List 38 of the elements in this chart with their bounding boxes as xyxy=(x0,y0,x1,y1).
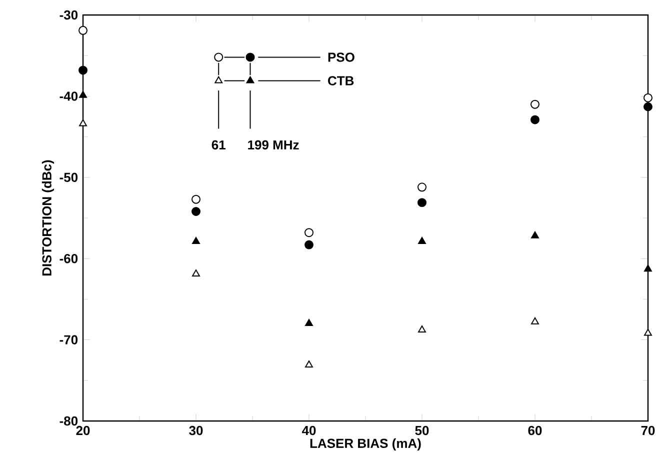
point xyxy=(531,231,539,238)
x-tick-label: 60 xyxy=(528,426,542,436)
y-tick-label: -70 xyxy=(60,335,78,344)
point xyxy=(78,66,88,75)
point xyxy=(418,237,426,244)
y-tick-label: -60 xyxy=(60,254,78,264)
annotation: CTB xyxy=(328,76,354,86)
y-tick-label: -30 xyxy=(60,10,78,20)
x-axis-title: LASER BIAS (mA) xyxy=(310,438,421,451)
x-tick-label: 30 xyxy=(189,426,203,436)
point xyxy=(304,228,314,238)
y-tick-label: -80 xyxy=(60,416,78,426)
point xyxy=(530,100,540,109)
point xyxy=(79,90,87,98)
y-axis-title: DISTORTION (dBc) xyxy=(42,160,54,276)
x-tick-label: 70 xyxy=(641,426,655,436)
point xyxy=(304,240,314,250)
point xyxy=(418,182,426,192)
point xyxy=(305,360,313,368)
point xyxy=(192,206,201,216)
point xyxy=(79,119,87,126)
annotation: PSO xyxy=(328,52,354,62)
point xyxy=(418,326,426,333)
y-tick-label: -40 xyxy=(60,92,78,101)
annotation: 61 xyxy=(212,140,226,150)
x-tick-label: 50 xyxy=(415,426,429,436)
point xyxy=(530,115,540,124)
point xyxy=(531,317,539,324)
point xyxy=(192,237,200,244)
point xyxy=(192,194,201,204)
y-tick-label: -50 xyxy=(60,172,78,182)
point xyxy=(192,270,200,277)
point xyxy=(305,319,313,326)
annotation: 199 MHz xyxy=(248,140,299,150)
x-tick-label: 20 xyxy=(76,426,90,436)
point xyxy=(418,198,426,208)
x-tick-label: 40 xyxy=(302,426,316,436)
point xyxy=(78,26,88,35)
